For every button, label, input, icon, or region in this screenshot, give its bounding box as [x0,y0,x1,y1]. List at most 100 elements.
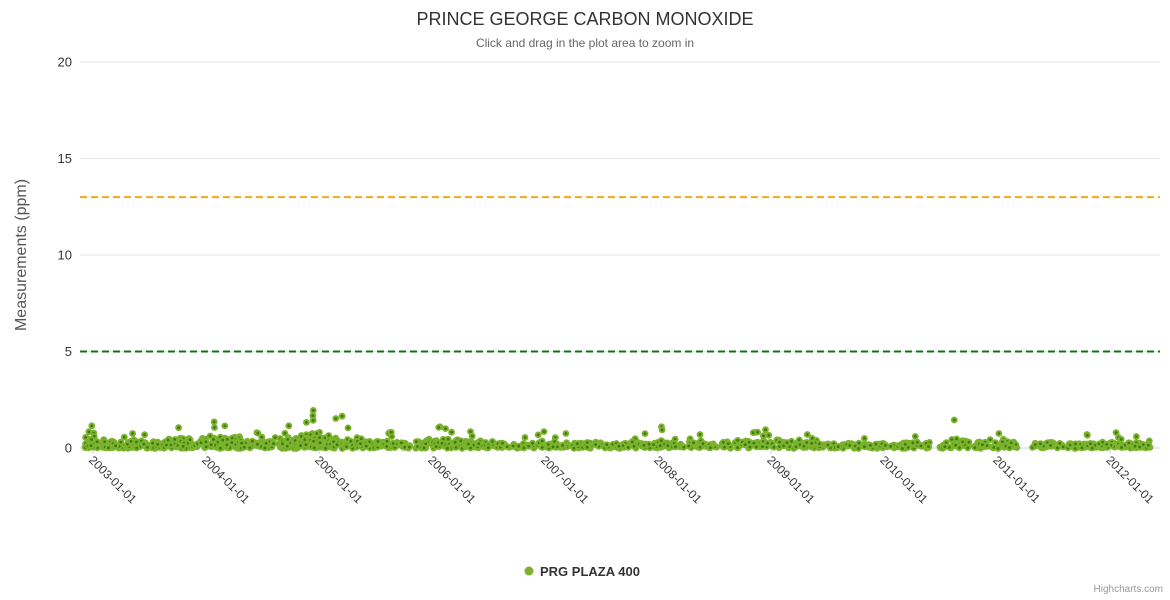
scatter-point-core [318,441,322,445]
scatter-point-core [470,434,474,438]
scatter-point-core [540,446,544,449]
scatter-point-core [376,440,380,443]
scatter-point-core [312,439,315,443]
scatter-point-core [486,446,490,450]
scatter-point-core [585,445,589,449]
x-axis-label: 2009-01-01 [764,453,818,507]
scatter-point-core [673,437,677,441]
scatter-point-core [863,445,866,448]
scatter-point-core [311,419,315,422]
scatter-point-core [230,441,234,444]
legend-label: PRG PLAZA 400 [540,564,640,579]
scatter-point-core [692,441,695,445]
scatter-point-core [173,438,177,441]
scatter-point-core [219,446,222,450]
scatter-point-core [305,421,308,424]
scatter-point-core [992,446,996,449]
scatter-point-core [767,433,771,437]
scatter-point-core [332,440,336,444]
scatter-point-core [903,442,907,446]
scatter-point-core [660,428,664,432]
scatter-point-core [911,441,915,445]
scatter-point-core [810,437,814,440]
scatter-point-core [836,445,840,449]
scatter-point-core [817,442,821,446]
scatter-point-core [407,445,411,449]
scatter-point-core [422,446,426,450]
x-axis-label: 2005-01-01 [312,453,366,507]
scatter-point-core [857,441,861,445]
legend-marker-icon [524,566,534,576]
scatter-point-core [919,444,923,448]
scatter-point-core [564,432,568,435]
x-axis-label: 2011-01-01 [990,453,1043,506]
scatter-point-core [1049,444,1052,447]
scatter-point-core [334,417,338,420]
scatter-point-core [505,445,509,448]
scatter-point-core [264,441,268,445]
scatter-point-core [225,443,229,447]
scatter-point-core [240,441,244,445]
scatter-point-core [287,424,291,428]
scatter-point-core [536,433,540,437]
scatter-point-core [632,444,636,448]
scatter-point-core [1085,433,1089,437]
scatter-point-core [263,446,267,450]
scatter-point-core [752,441,756,445]
scatter-point-core [209,443,213,447]
scatter-point-core [772,445,776,449]
scatter-point-core [805,433,809,436]
scatter-point-core [551,445,555,449]
scatter-point-core [810,442,814,445]
scatter-point-core [1074,442,1077,446]
y-axis-label: 20 [58,55,72,70]
scatter-point-core [647,442,651,446]
scatter-point-core [701,442,705,446]
scatter-point-core [594,443,597,446]
scatter-point-core [967,440,971,444]
scatter-point-core [444,427,447,430]
x-axis-label: 2010-01-01 [877,453,931,507]
scatter-point-core [142,442,146,446]
scatter-point-core [943,445,947,449]
scatter-point-core [805,441,809,444]
plot-area[interactable] [80,62,1160,448]
scatter-point-core [889,445,892,448]
scatter-point-core [751,431,755,435]
scatter-point-core [230,436,234,440]
scatter-point-core [359,442,362,446]
scatter-point-core [517,444,521,448]
scatter-point-core [385,439,389,443]
scatter-point-core [958,446,961,450]
scatter-point-core [327,434,331,437]
scatter-point-core [304,443,308,447]
scatter-point-core [90,438,93,441]
scatter-point-core [743,443,747,447]
scatter-point-core [364,444,368,448]
x-axis-label: 2012-01-01 [1103,453,1157,507]
scatter-point-core [874,442,878,446]
scatter-point-core [403,445,407,449]
legend-item[interactable]: PRG PLAZA 400 [524,564,640,579]
scatter-point-core [755,445,758,449]
scatter-point-core [790,439,793,443]
scatter-point-core [315,432,319,435]
scatter-point-core [129,439,133,443]
scatter-point-core [762,434,765,438]
scatter-point-core [285,444,289,448]
credits-link[interactable]: Highcharts.com [1094,584,1163,595]
scatter-point-core [181,444,185,448]
scatter-point-core [131,432,135,435]
scatter-point-core [988,438,992,441]
scatter-point-core [1073,447,1077,450]
scatter-point-core [169,443,173,447]
scatter-point-core [1089,442,1092,446]
scatter-point-core [511,444,515,448]
scatter-point-core [794,445,798,449]
x-axis-label: 2006-01-01 [425,453,479,507]
scatter-point-core [335,443,339,447]
scatter-point-core [107,446,110,450]
scatter-point-core [997,432,1001,435]
scatter-point-core [1133,444,1137,448]
